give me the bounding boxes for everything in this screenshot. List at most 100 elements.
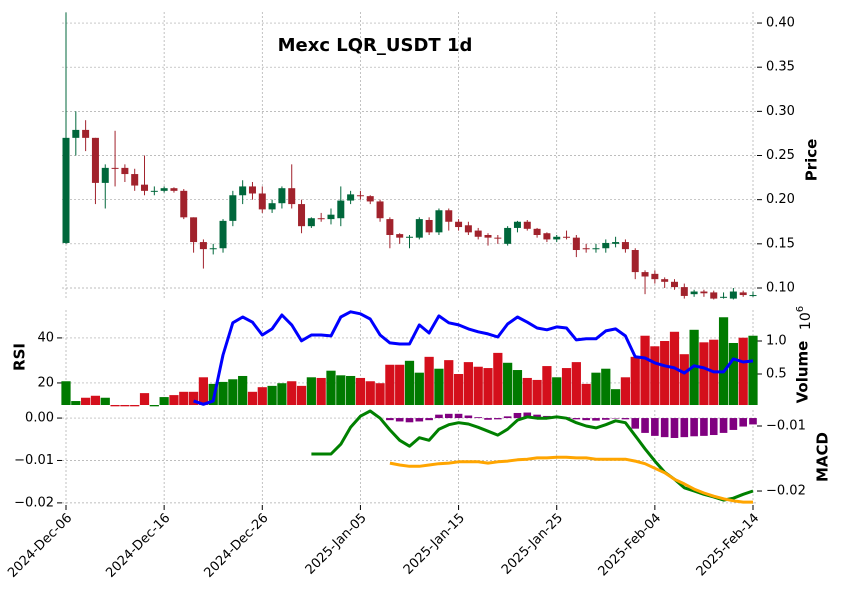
candle-body	[602, 242, 610, 249]
histogram-bar	[425, 418, 433, 421]
candle-body	[720, 296, 728, 298]
candle-body	[484, 234, 492, 238]
y-tick-label: 0.30	[766, 104, 795, 119]
candle-body	[533, 228, 541, 235]
volume-bar	[718, 317, 729, 405]
candle-body	[101, 167, 109, 183]
candle-body	[504, 227, 512, 244]
volume-bar	[267, 385, 277, 405]
candle-body	[739, 292, 747, 296]
x-tick-label: 2025-Jan-25	[499, 511, 566, 578]
y-tick-label: −0.01	[14, 453, 54, 468]
x-tick-label: 2025-Jan-05	[303, 511, 370, 578]
y-axis-label: Price	[803, 139, 821, 182]
candle-body	[435, 210, 443, 233]
candle-body	[749, 295, 757, 297]
volume-bar	[355, 377, 366, 405]
histogram-bar	[386, 418, 394, 421]
candle-body	[690, 291, 698, 295]
volume-bar	[100, 397, 110, 405]
volume-bar	[395, 364, 405, 405]
y-tick-label: 0.25	[766, 148, 795, 163]
y-tick-label: 0.5	[766, 366, 787, 381]
volume-bar	[149, 405, 159, 407]
histogram-bar	[415, 418, 424, 422]
candle-body	[553, 236, 561, 240]
volume-bar	[385, 364, 395, 405]
volume-bar	[130, 405, 140, 407]
histogram-bar	[405, 418, 414, 423]
candle-body	[710, 292, 718, 299]
histogram-bar	[503, 416, 512, 419]
candle-body	[219, 220, 227, 249]
volume-bar	[404, 360, 415, 405]
volume-bar	[336, 375, 346, 405]
volume-bar	[247, 391, 258, 405]
histogram-bar	[670, 418, 679, 438]
line	[389, 455, 753, 504]
candle-body	[317, 218, 325, 220]
volume-bar	[463, 362, 473, 405]
volume-bar	[453, 373, 464, 405]
histogram-bar	[690, 418, 698, 437]
volume-bar	[650, 346, 660, 405]
histogram-bar	[572, 418, 581, 420]
histogram-bar	[582, 418, 590, 421]
volume-bar	[257, 387, 267, 405]
volume-bar	[483, 368, 493, 405]
histogram-bar	[395, 418, 404, 422]
volume-bar	[473, 366, 483, 405]
candle-body	[91, 137, 99, 183]
volume-bar	[81, 397, 91, 405]
volume-bar	[316, 377, 326, 405]
candle-body	[651, 273, 659, 280]
volume-bar	[424, 356, 434, 405]
candle-body	[455, 221, 463, 228]
volume-bar	[591, 372, 601, 405]
histogram-bar	[660, 418, 669, 438]
candle-body	[406, 236, 413, 238]
x-tick-label: 2024-Dec-16	[103, 511, 173, 581]
volume-bar	[552, 377, 562, 405]
volume-bar	[512, 370, 523, 405]
candle-body	[347, 194, 355, 201]
candle-body	[229, 195, 237, 221]
candle-body	[150, 190, 158, 192]
candle-body	[582, 248, 590, 250]
volume-bar	[601, 368, 611, 405]
multiplier-base: 10	[798, 312, 814, 330]
volume-bar	[679, 354, 689, 405]
volume-bar	[306, 377, 316, 405]
candle-body	[661, 279, 669, 282]
volume-bar	[188, 391, 199, 405]
y-tick-label: 0.40	[766, 16, 795, 31]
candle-body	[680, 287, 688, 296]
volume-bar	[110, 405, 120, 407]
histogram-bar	[621, 418, 630, 420]
candle-body	[258, 193, 266, 210]
histogram-bar	[680, 418, 689, 438]
y-tick-label: 1.0	[766, 334, 787, 349]
histogram-bar	[533, 414, 541, 419]
volume-bar	[738, 337, 748, 405]
volume-bar	[296, 385, 307, 405]
candle-body	[199, 242, 207, 250]
volume-bar	[532, 379, 542, 405]
histogram-bar	[739, 418, 747, 427]
histogram-bar	[523, 412, 532, 419]
candle-body	[82, 129, 90, 138]
histogram-bar	[601, 418, 610, 420]
candle-body	[248, 186, 256, 194]
volume-bar	[365, 381, 375, 405]
volume-bar	[277, 383, 287, 405]
axis-multiplier: 106	[795, 306, 814, 330]
candle-body	[474, 230, 482, 237]
histogram-bar	[435, 414, 443, 419]
candle-body	[376, 201, 384, 219]
volume-bar	[228, 379, 238, 405]
volume-bar	[660, 341, 670, 405]
candle-body	[298, 204, 306, 227]
candle-body	[592, 248, 600, 250]
x-tick-label: 2025-Feb-04	[596, 511, 665, 580]
y-tick-label: 40	[37, 330, 54, 345]
